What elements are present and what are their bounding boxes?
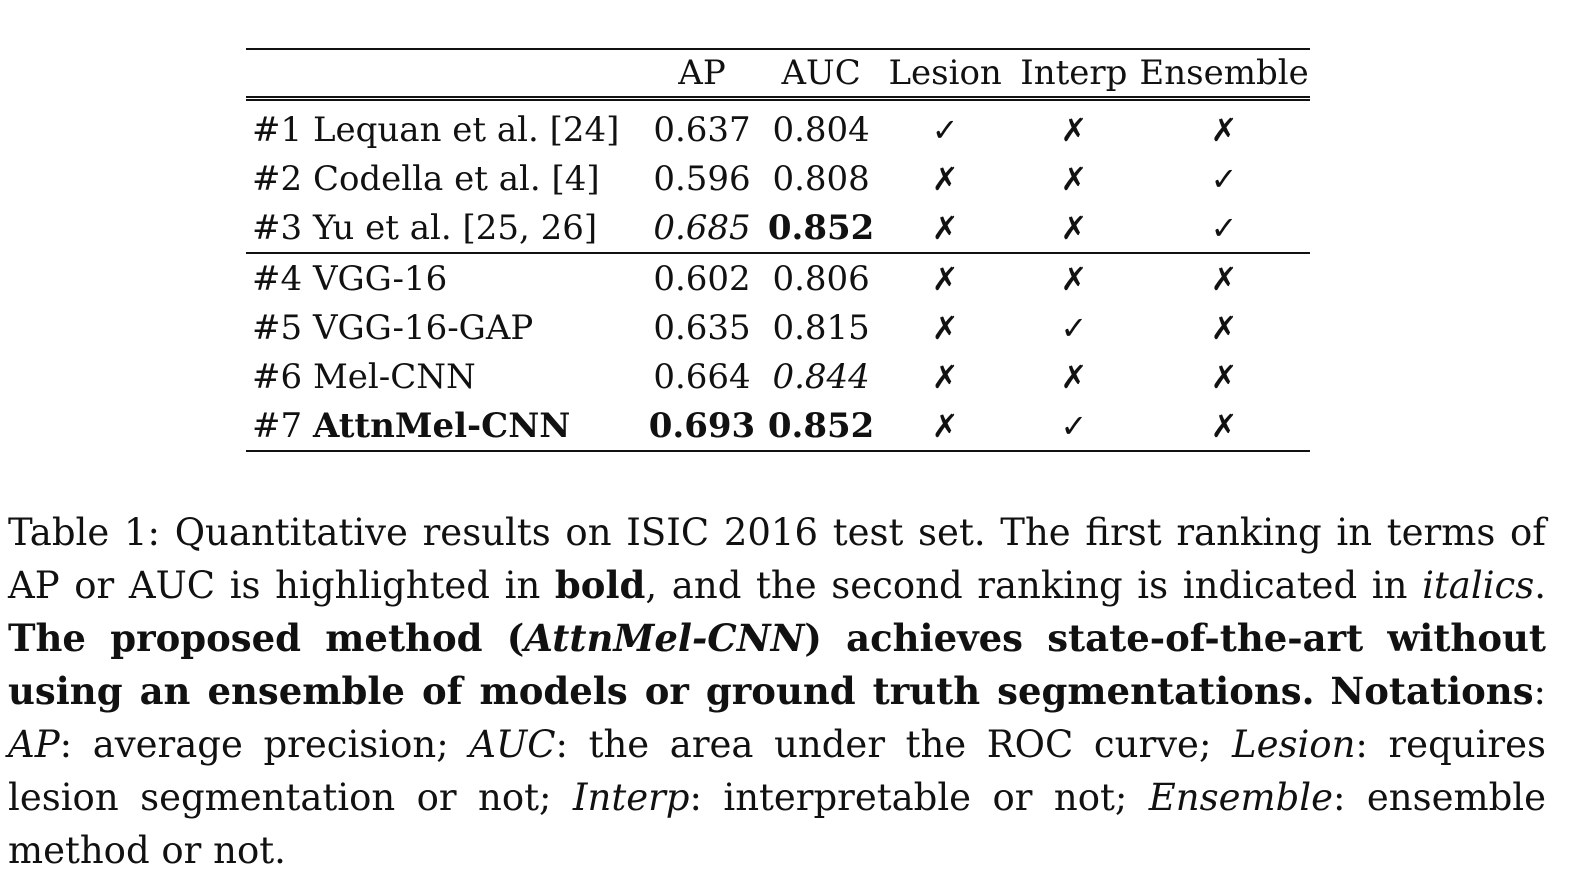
table-group-prior-work: #1 Lequan et al. [24] 0.637 0.804 ✓ ✗ ✗ … [246, 99, 1310, 254]
cross-icon: ✗ [880, 252, 1010, 303]
caption-term-auc: AUC [469, 723, 556, 766]
header-ensemble: Ensemble [1138, 48, 1310, 101]
cross-icon: ✗ [931, 208, 959, 247]
row-id: #4 [252, 258, 303, 299]
row-ap: 0.664 [653, 356, 751, 397]
caption-bold-word: bold [554, 563, 646, 607]
table-row: #5 VGG-16-GAP 0.635 0.815 ✗ ✓ ✗ [246, 303, 1310, 352]
cross-icon: ✗ [1060, 159, 1088, 198]
cross-icon: ✗ [1138, 401, 1310, 452]
row-ap: 0.693 [642, 401, 762, 452]
table-group-our-models: #4 VGG-16 0.602 0.806 ✗ ✗ ✗ #5 VGG-16-GA… [246, 252, 1310, 452]
table-row: #2 Codella et al. [4] 0.596 0.808 ✗ ✗ ✓ [246, 154, 1310, 203]
check-icon: ✓ [1210, 159, 1238, 198]
caption-text: . [1534, 564, 1546, 607]
row-method: Lequan et al. [24] [312, 109, 620, 150]
row-id: #6 [252, 356, 303, 397]
row-auc: 0.815 [772, 307, 870, 348]
row-ap: 0.685 [653, 207, 751, 248]
caption-method-name: AttnMel-CNN [524, 616, 805, 660]
row-id: #7 [252, 405, 303, 446]
row-ap: 0.602 [642, 252, 762, 303]
table-caption: Table 1: Quantitative results on ISIC 20… [8, 506, 1546, 877]
row-method: Yu et al. [25, 26] [312, 207, 598, 248]
caption-def-auc: : the area under the ROC curve; [555, 723, 1233, 766]
row-auc: 0.852 [761, 401, 881, 452]
row-ap: 0.596 [653, 158, 751, 199]
results-table-container: AP AUC Lesion Interp Ensemble #1 Lequan … [246, 48, 1310, 452]
check-icon: ✓ [1210, 208, 1238, 247]
caption-italic-word: italics [1422, 564, 1535, 607]
row-method: Codella et al. [4] [312, 158, 600, 199]
header-auc: AUC [761, 48, 881, 101]
caption-def-interp: : interpretable or not; [689, 776, 1149, 819]
row-id: #5 [252, 307, 303, 348]
header-method [246, 48, 643, 101]
header-interp: Interp [1009, 48, 1139, 101]
table-row: #7 AttnMel-CNN 0.693 0.852 ✗ ✓ ✗ [246, 401, 1310, 452]
cross-icon: ✗ [1210, 110, 1238, 149]
row-auc: 0.806 [761, 252, 881, 303]
row-id: #3 [252, 207, 303, 248]
row-auc: 0.852 [767, 207, 875, 248]
check-icon: ✓ [1009, 401, 1139, 452]
table-row: #3 Yu et al. [25, 26] 0.685 0.852 ✗ ✗ ✓ [246, 203, 1310, 253]
check-icon: ✓ [1060, 308, 1088, 347]
cross-icon: ✗ [1210, 357, 1238, 396]
cross-icon: ✗ [931, 308, 959, 347]
caption-claim: ) achieves state-of-the-art without usin… [8, 616, 1546, 713]
results-table: AP AUC Lesion Interp Ensemble #1 Lequan … [246, 48, 1310, 452]
table-row: #4 VGG-16 0.602 0.806 ✗ ✗ ✗ [246, 252, 1310, 303]
row-auc: 0.804 [772, 109, 870, 150]
row-method: VGG-16-GAP [312, 307, 534, 348]
row-auc: 0.808 [772, 158, 870, 199]
caption-text: , and the second ranking is indicated in [645, 564, 1423, 607]
caption-def-ensemble: : ensemble method or not. [8, 776, 1546, 872]
cross-icon: ✗ [931, 357, 959, 396]
header-ap: AP [642, 48, 762, 101]
cross-icon: ✗ [880, 401, 1010, 452]
caption-term-ensemble: Ensemble [1148, 776, 1333, 819]
row-method: VGG-16 [312, 258, 448, 299]
caption-text: Table 1: Quantitative results on ISIC 20… [8, 511, 1546, 607]
row-ap: 0.635 [653, 307, 751, 348]
caption-term-ap: AP [8, 723, 60, 766]
row-method: Mel-CNN [312, 356, 476, 397]
row-id: #1 [252, 109, 303, 150]
caption-def-lesion: : requires lesion segmentation or not; [8, 723, 1546, 819]
check-icon: ✓ [931, 110, 959, 149]
cross-icon: ✗ [931, 159, 959, 198]
caption-term-lesion: Lesion [1232, 723, 1356, 766]
caption-text: : [1533, 670, 1546, 713]
caption-claim: The proposed method ( [8, 616, 525, 660]
cross-icon: ✗ [1210, 308, 1238, 347]
row-method: AttnMel-CNN [312, 405, 571, 446]
cross-icon: ✗ [1060, 357, 1088, 396]
cross-icon: ✗ [1009, 252, 1139, 303]
caption-notations-label: Notations [1330, 669, 1534, 713]
caption-term-interp: Interp [572, 776, 690, 819]
cross-icon: ✗ [1060, 110, 1088, 149]
table-header-row: AP AUC Lesion Interp Ensemble [246, 48, 1310, 101]
cross-icon: ✗ [1138, 252, 1310, 303]
header-lesion: Lesion [880, 48, 1010, 101]
table-row: #6 Mel-CNN 0.664 0.844 ✗ ✗ ✗ [246, 352, 1310, 401]
caption-def-ap: : average precision; [59, 723, 470, 766]
row-ap: 0.637 [653, 109, 751, 150]
table-row: #1 Lequan et al. [24] 0.637 0.804 ✓ ✗ ✗ [246, 99, 1310, 155]
cross-icon: ✗ [1060, 208, 1088, 247]
row-auc: 0.844 [772, 356, 870, 397]
row-id: #2 [252, 158, 303, 199]
